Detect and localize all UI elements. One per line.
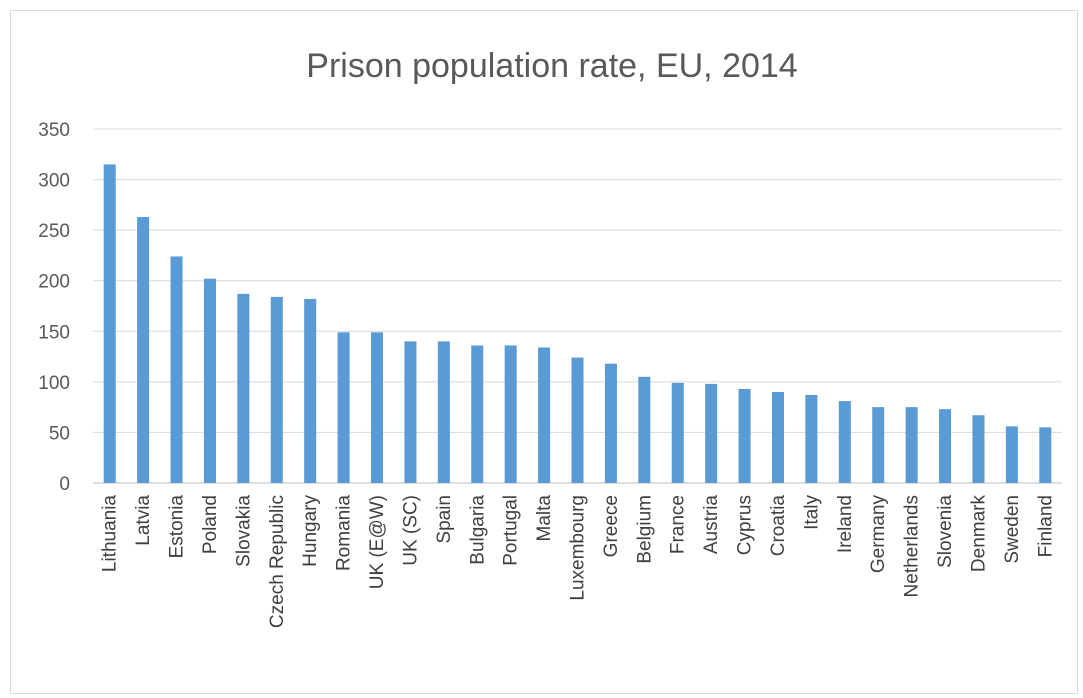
x-tick-label: Portugal [501, 495, 522, 566]
bar-23 [872, 407, 885, 483]
x-tick-label: Slovakia [233, 495, 254, 567]
x-tick-label: France [668, 495, 689, 554]
gridlines [93, 128, 1062, 433]
bar-4 [237, 293, 250, 483]
bar-24 [905, 407, 918, 483]
x-tick-label: Denmark [968, 495, 989, 573]
bar-16 [638, 376, 651, 483]
bar-15 [604, 363, 617, 483]
bar-26 [972, 415, 985, 483]
bar-28 [1039, 427, 1052, 483]
x-tick-label: Slovenia [935, 495, 956, 568]
bar-7 [337, 332, 350, 483]
x-tick-label: Romania [334, 495, 355, 571]
bar-22 [838, 401, 851, 483]
bars [103, 164, 1052, 483]
bar-11 [471, 345, 484, 483]
y-tick-label: 50 [49, 423, 70, 444]
bar-0 [103, 164, 116, 483]
bar-17 [671, 382, 684, 483]
chart-title: Prison population rate, EU, 2014 [306, 47, 797, 85]
x-tick-label: UK (SC) [400, 495, 421, 566]
x-tick-label: Lithuania [100, 495, 121, 573]
x-tick-label: Poland [200, 495, 221, 554]
y-tick-label: 150 [38, 322, 70, 343]
x-tick-label: Croatia [768, 495, 789, 557]
bar-25 [939, 409, 952, 483]
y-axis-ticks: 0 50 100 150 200 250 300 350 [38, 120, 70, 495]
bar-27 [1005, 426, 1018, 483]
x-tick-label: Finland [1035, 495, 1056, 557]
bar-9 [404, 341, 417, 483]
bar-19 [738, 388, 751, 483]
x-tick-label: Bulgaria [467, 495, 488, 565]
x-tick-label: Cyprus [735, 495, 756, 555]
x-tick-label: Latvia [133, 495, 154, 546]
bar-5 [270, 296, 283, 483]
x-tick-label: Malta [534, 495, 555, 542]
y-tick-label: 0 [59, 474, 70, 495]
bar-1 [137, 216, 150, 483]
bar-20 [771, 391, 784, 483]
x-tick-label: Spain [434, 495, 455, 544]
x-tick-label: Luxembourg [568, 495, 589, 601]
bar-18 [705, 383, 718, 483]
x-tick-label: Ireland [835, 495, 856, 553]
y-tick-label: 350 [38, 120, 70, 141]
y-tick-label: 100 [38, 373, 70, 394]
x-tick-label: Greece [601, 495, 622, 557]
bar-3 [203, 278, 216, 483]
bar-12 [504, 345, 517, 483]
bar-21 [805, 395, 818, 483]
bar-10 [437, 341, 450, 483]
bar-2 [170, 256, 183, 483]
x-tick-label: Estonia [167, 495, 188, 559]
y-tick-label: 200 [38, 272, 70, 293]
x-axis-labels: Lithuania Latvia Estonia Poland Slovakia Czec… [100, 495, 1057, 629]
y-tick-label: 250 [38, 221, 70, 242]
bar-8 [371, 332, 384, 483]
bar-13 [538, 347, 551, 483]
x-tick-label: Germany [868, 495, 889, 574]
y-tick-label: 300 [38, 171, 70, 192]
x-tick-label: Italy [801, 495, 822, 530]
x-tick-label: Hungary [300, 495, 321, 567]
bar-6 [304, 298, 317, 483]
x-tick-label: Sweden [1002, 495, 1023, 564]
bar-14 [571, 357, 584, 483]
x-tick-label: Belgium [634, 495, 655, 564]
x-tick-label: UK (E@W) [367, 495, 388, 589]
x-tick-label: Netherlands [902, 495, 923, 597]
x-tick-label: Czech Republic [267, 495, 288, 628]
x-tick-label: Austria [701, 495, 722, 555]
